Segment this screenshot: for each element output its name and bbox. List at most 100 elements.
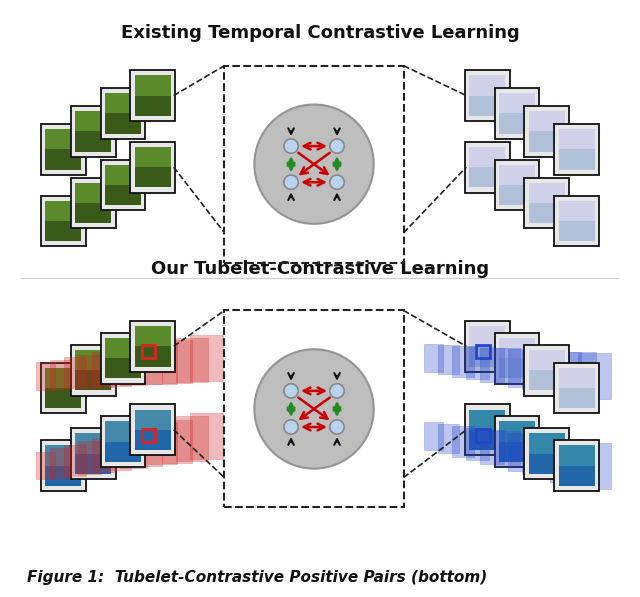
- Bar: [508, 433, 535, 471]
- Circle shape: [255, 105, 373, 224]
- Polygon shape: [499, 421, 535, 462]
- Polygon shape: [45, 149, 81, 170]
- Circle shape: [256, 350, 372, 467]
- Text: Existing Temporal Contrastive Learning: Existing Temporal Contrastive Learning: [120, 24, 520, 42]
- Bar: [134, 427, 162, 466]
- Polygon shape: [45, 221, 81, 241]
- Polygon shape: [469, 75, 505, 116]
- Bar: [106, 434, 131, 470]
- Bar: [162, 420, 193, 463]
- Circle shape: [255, 105, 373, 223]
- Polygon shape: [71, 106, 116, 156]
- Circle shape: [256, 351, 372, 467]
- Bar: [148, 343, 177, 383]
- Polygon shape: [529, 111, 564, 152]
- Polygon shape: [105, 338, 141, 378]
- Circle shape: [255, 350, 372, 467]
- Polygon shape: [559, 388, 595, 408]
- Polygon shape: [499, 185, 535, 205]
- Polygon shape: [45, 445, 81, 486]
- Polygon shape: [71, 178, 116, 229]
- Circle shape: [254, 104, 374, 224]
- Polygon shape: [135, 410, 171, 450]
- Bar: [77, 355, 101, 387]
- Circle shape: [254, 104, 374, 224]
- Polygon shape: [524, 429, 569, 479]
- Polygon shape: [76, 131, 111, 152]
- Circle shape: [284, 420, 298, 434]
- Polygon shape: [499, 358, 535, 378]
- Circle shape: [255, 350, 373, 468]
- Polygon shape: [135, 430, 171, 450]
- Polygon shape: [465, 70, 509, 121]
- Circle shape: [257, 352, 371, 466]
- Polygon shape: [499, 165, 535, 205]
- Bar: [120, 347, 147, 385]
- Polygon shape: [76, 350, 111, 390]
- Bar: [142, 429, 156, 442]
- Polygon shape: [469, 96, 505, 116]
- Polygon shape: [71, 429, 116, 479]
- Polygon shape: [105, 185, 141, 205]
- Polygon shape: [529, 350, 564, 390]
- Polygon shape: [499, 113, 535, 134]
- Polygon shape: [135, 96, 171, 116]
- Bar: [176, 416, 208, 461]
- Circle shape: [257, 107, 371, 221]
- Circle shape: [256, 106, 372, 222]
- Polygon shape: [105, 358, 141, 378]
- Bar: [190, 335, 223, 381]
- Polygon shape: [559, 129, 595, 170]
- Bar: [452, 346, 474, 377]
- Polygon shape: [100, 417, 145, 467]
- Circle shape: [255, 104, 374, 224]
- Bar: [438, 345, 458, 374]
- Circle shape: [257, 352, 371, 466]
- Circle shape: [254, 349, 374, 469]
- Polygon shape: [45, 201, 81, 241]
- Circle shape: [255, 105, 373, 223]
- Polygon shape: [45, 129, 81, 170]
- Polygon shape: [76, 111, 111, 152]
- Bar: [536, 351, 565, 392]
- Circle shape: [255, 106, 372, 223]
- Bar: [162, 340, 193, 383]
- Bar: [424, 344, 444, 372]
- Bar: [522, 350, 550, 389]
- Polygon shape: [524, 178, 569, 229]
- Bar: [536, 437, 565, 478]
- Polygon shape: [105, 442, 141, 462]
- Circle shape: [330, 420, 344, 434]
- Polygon shape: [529, 370, 564, 390]
- Circle shape: [256, 106, 372, 222]
- Polygon shape: [465, 142, 509, 192]
- Circle shape: [255, 350, 373, 468]
- Polygon shape: [45, 368, 81, 408]
- Polygon shape: [105, 165, 141, 205]
- Bar: [176, 338, 208, 382]
- Polygon shape: [135, 326, 171, 367]
- Polygon shape: [529, 203, 564, 223]
- Bar: [438, 424, 458, 453]
- Polygon shape: [499, 338, 535, 378]
- Polygon shape: [499, 442, 535, 462]
- Circle shape: [255, 105, 373, 223]
- Polygon shape: [135, 147, 171, 187]
- Circle shape: [255, 349, 374, 469]
- Polygon shape: [495, 88, 540, 139]
- Polygon shape: [105, 93, 141, 134]
- Circle shape: [255, 106, 372, 223]
- Polygon shape: [100, 160, 145, 211]
- Polygon shape: [529, 183, 564, 223]
- Circle shape: [257, 351, 372, 467]
- Polygon shape: [131, 321, 175, 371]
- Polygon shape: [495, 333, 540, 383]
- Polygon shape: [76, 203, 111, 223]
- Circle shape: [254, 349, 374, 469]
- Polygon shape: [41, 196, 86, 246]
- Polygon shape: [495, 417, 540, 467]
- Polygon shape: [45, 466, 81, 486]
- Circle shape: [256, 106, 372, 222]
- Bar: [476, 345, 490, 358]
- Bar: [63, 358, 86, 388]
